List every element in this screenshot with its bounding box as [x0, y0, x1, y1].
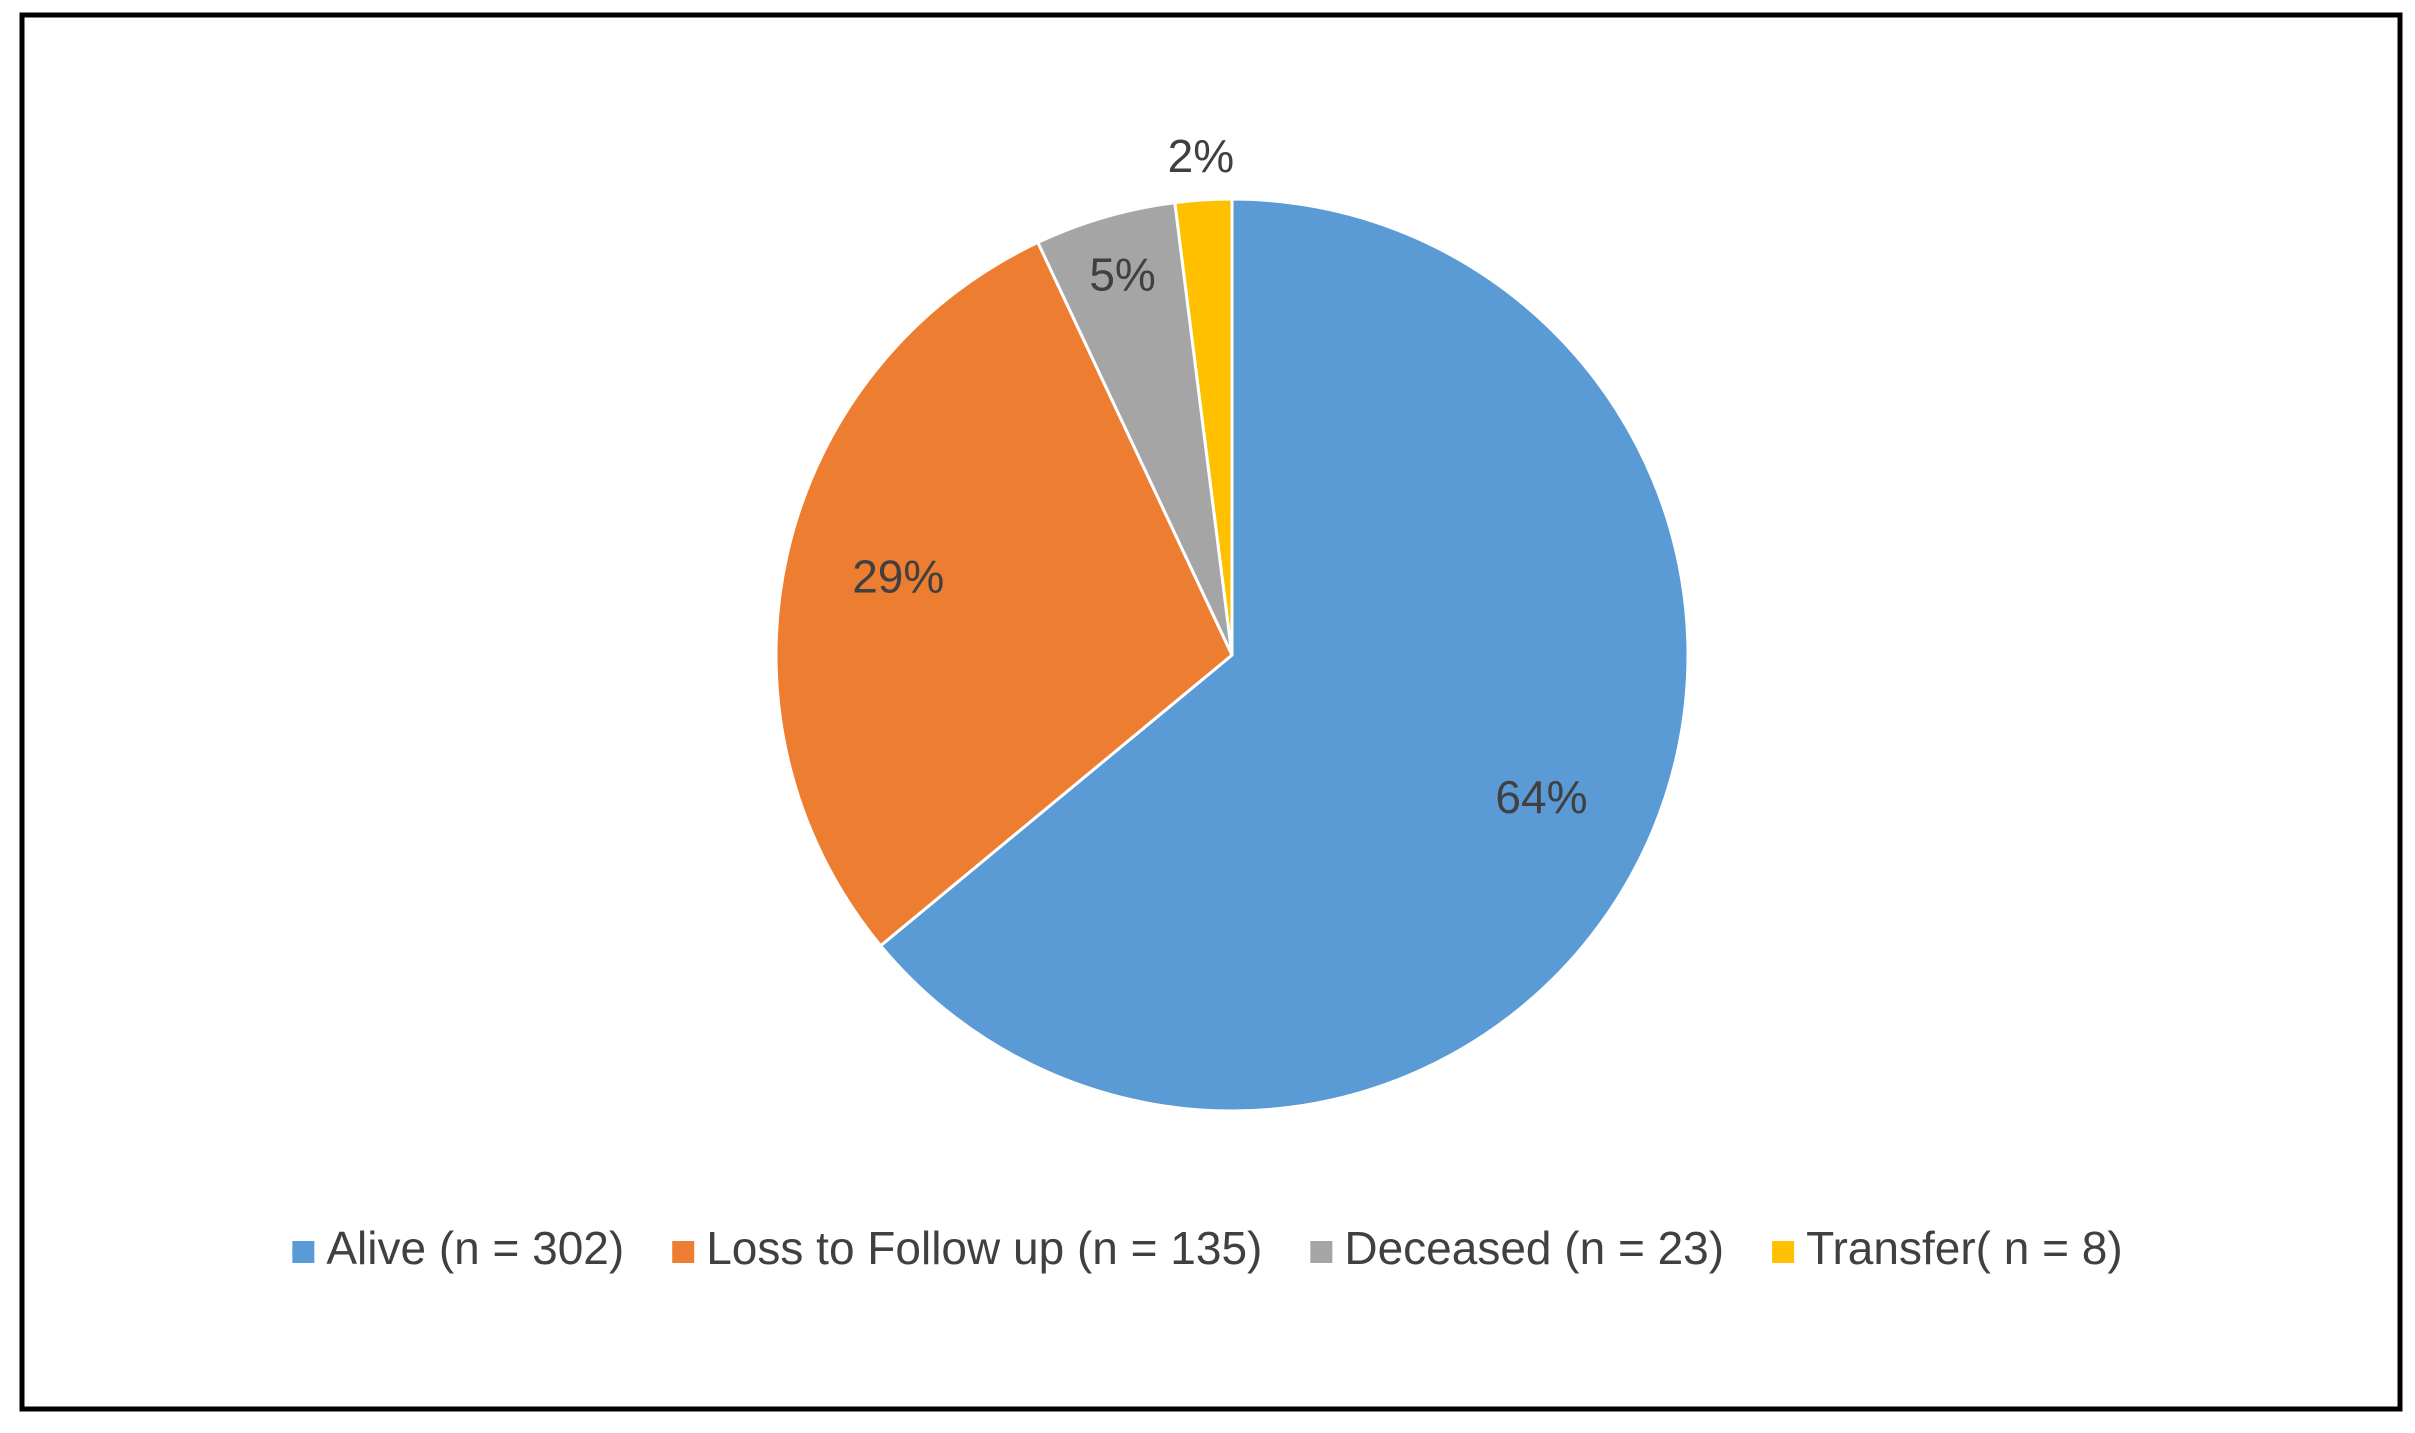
data-label: 29%	[852, 551, 944, 603]
legend-swatch	[672, 1241, 695, 1263]
legend-swatch	[292, 1241, 315, 1263]
legend-label: Deceased (n = 23)	[1344, 1222, 1724, 1274]
data-label: 64%	[1495, 771, 1587, 823]
pie-slice	[774, 240, 1234, 948]
pie-slice	[1035, 200, 1234, 656]
legend-label: Transfer( n = 8)	[1806, 1222, 2123, 1274]
legend-label: Alive (n = 302)	[326, 1222, 624, 1274]
legend-swatch	[1772, 1241, 1795, 1263]
legend-label: Loss to Follow up (n = 135)	[706, 1222, 1262, 1274]
legend: Alive (n = 302) Loss to Follow up (n = 13…	[292, 1222, 2123, 1274]
pie-slice	[878, 197, 1690, 1113]
pie-slice	[1173, 197, 1234, 656]
data-label: 5%	[1089, 249, 1155, 301]
legend-swatch	[1310, 1241, 1333, 1263]
data-label: 2%	[1168, 130, 1234, 182]
